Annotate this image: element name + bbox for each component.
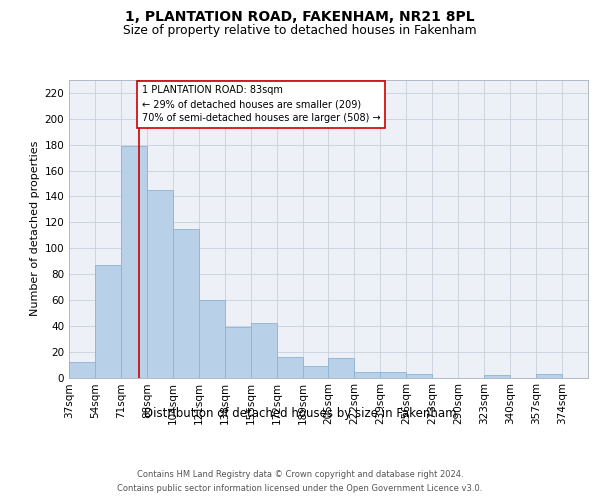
Bar	[251, 323, 277, 378]
Text: 1 PLANTATION ROAD: 83sqm
← 29% of detached houses are smaller (209)
70% of semi-: 1 PLANTATION ROAD: 83sqm ← 29% of detach…	[142, 85, 380, 123]
Bar	[147, 190, 173, 378]
Bar	[199, 300, 224, 378]
Bar	[121, 146, 147, 378]
Bar	[173, 229, 199, 378]
Text: Contains public sector information licensed under the Open Government Licence v3: Contains public sector information licen…	[118, 484, 482, 493]
Y-axis label: Number of detached properties: Number of detached properties	[30, 141, 40, 316]
Text: Distribution of detached houses by size in Fakenham: Distribution of detached houses by size …	[143, 408, 457, 420]
Bar	[277, 357, 302, 378]
Text: Size of property relative to detached houses in Fakenham: Size of property relative to detached ho…	[123, 24, 477, 37]
Bar	[224, 327, 251, 378]
Bar	[406, 374, 432, 378]
Text: Contains HM Land Registry data © Crown copyright and database right 2024.: Contains HM Land Registry data © Crown c…	[137, 470, 463, 479]
Bar	[355, 372, 380, 378]
Bar	[536, 374, 562, 378]
Bar	[380, 372, 406, 378]
Text: 1, PLANTATION ROAD, FAKENHAM, NR21 8PL: 1, PLANTATION ROAD, FAKENHAM, NR21 8PL	[125, 10, 475, 24]
Bar	[95, 265, 121, 378]
Bar	[302, 366, 329, 378]
Bar	[484, 375, 510, 378]
Bar	[69, 362, 95, 378]
Bar	[329, 358, 355, 378]
